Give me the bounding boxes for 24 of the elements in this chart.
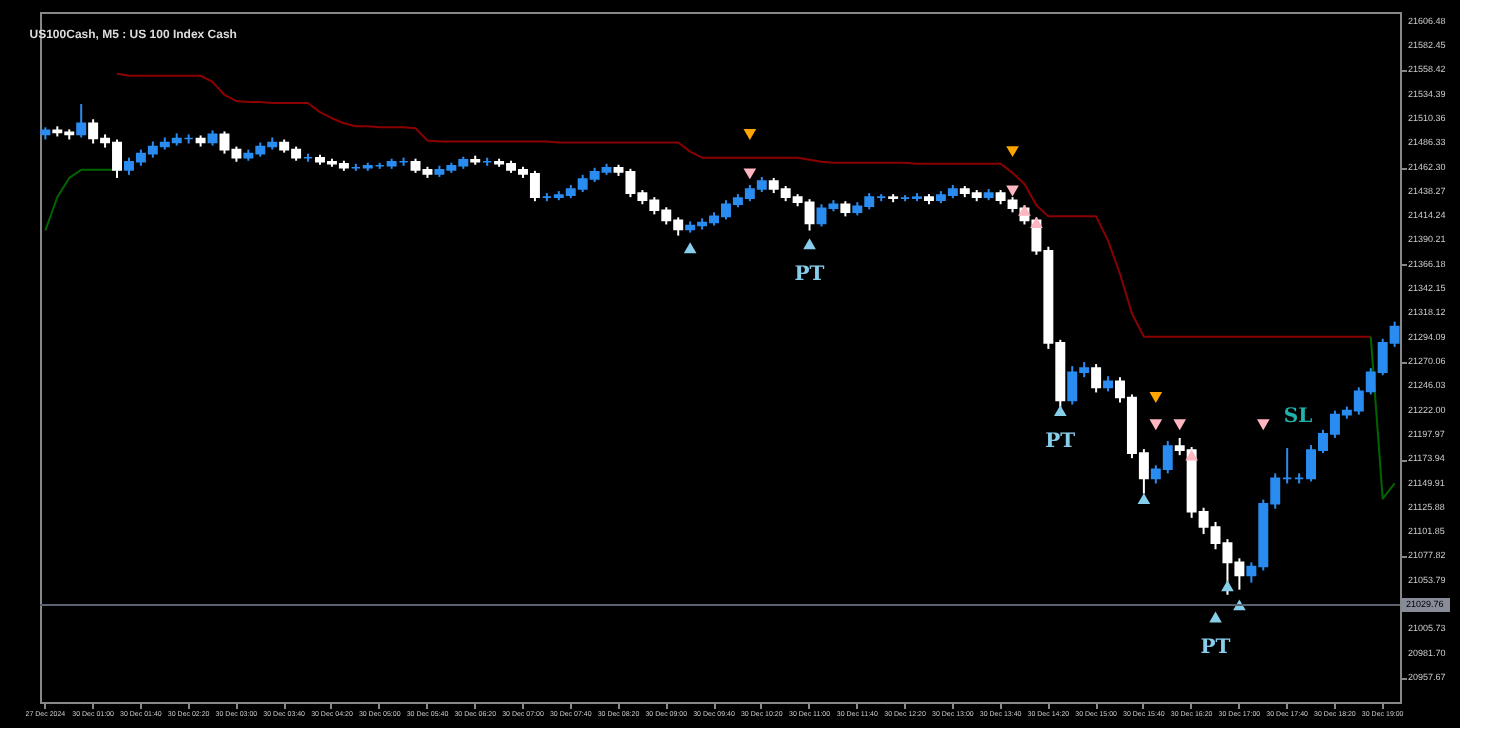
point: [1221, 580, 1234, 592]
annotation: SL: [1283, 405, 1313, 428]
point: [1006, 185, 1019, 197]
point: [743, 128, 757, 140]
point: [1185, 449, 1198, 461]
point: [1149, 391, 1163, 403]
data-label: PT: [1200, 637, 1232, 660]
data-label: PT: [1045, 430, 1077, 453]
point: [683, 242, 697, 254]
point: [1173, 419, 1187, 431]
point: [1006, 146, 1019, 158]
point: [1137, 493, 1151, 505]
candlestick: [1091, 363, 1102, 394]
data-label: PT: [794, 263, 826, 286]
point: [1256, 419, 1270, 431]
point: [1030, 216, 1043, 228]
candlestick: [76, 103, 87, 139]
point: [1149, 419, 1163, 431]
point: [1018, 204, 1031, 216]
point: [743, 168, 757, 180]
line-series: [116, 72, 1372, 338]
point: [1209, 611, 1222, 623]
point: [1053, 405, 1067, 417]
point: [803, 238, 816, 250]
